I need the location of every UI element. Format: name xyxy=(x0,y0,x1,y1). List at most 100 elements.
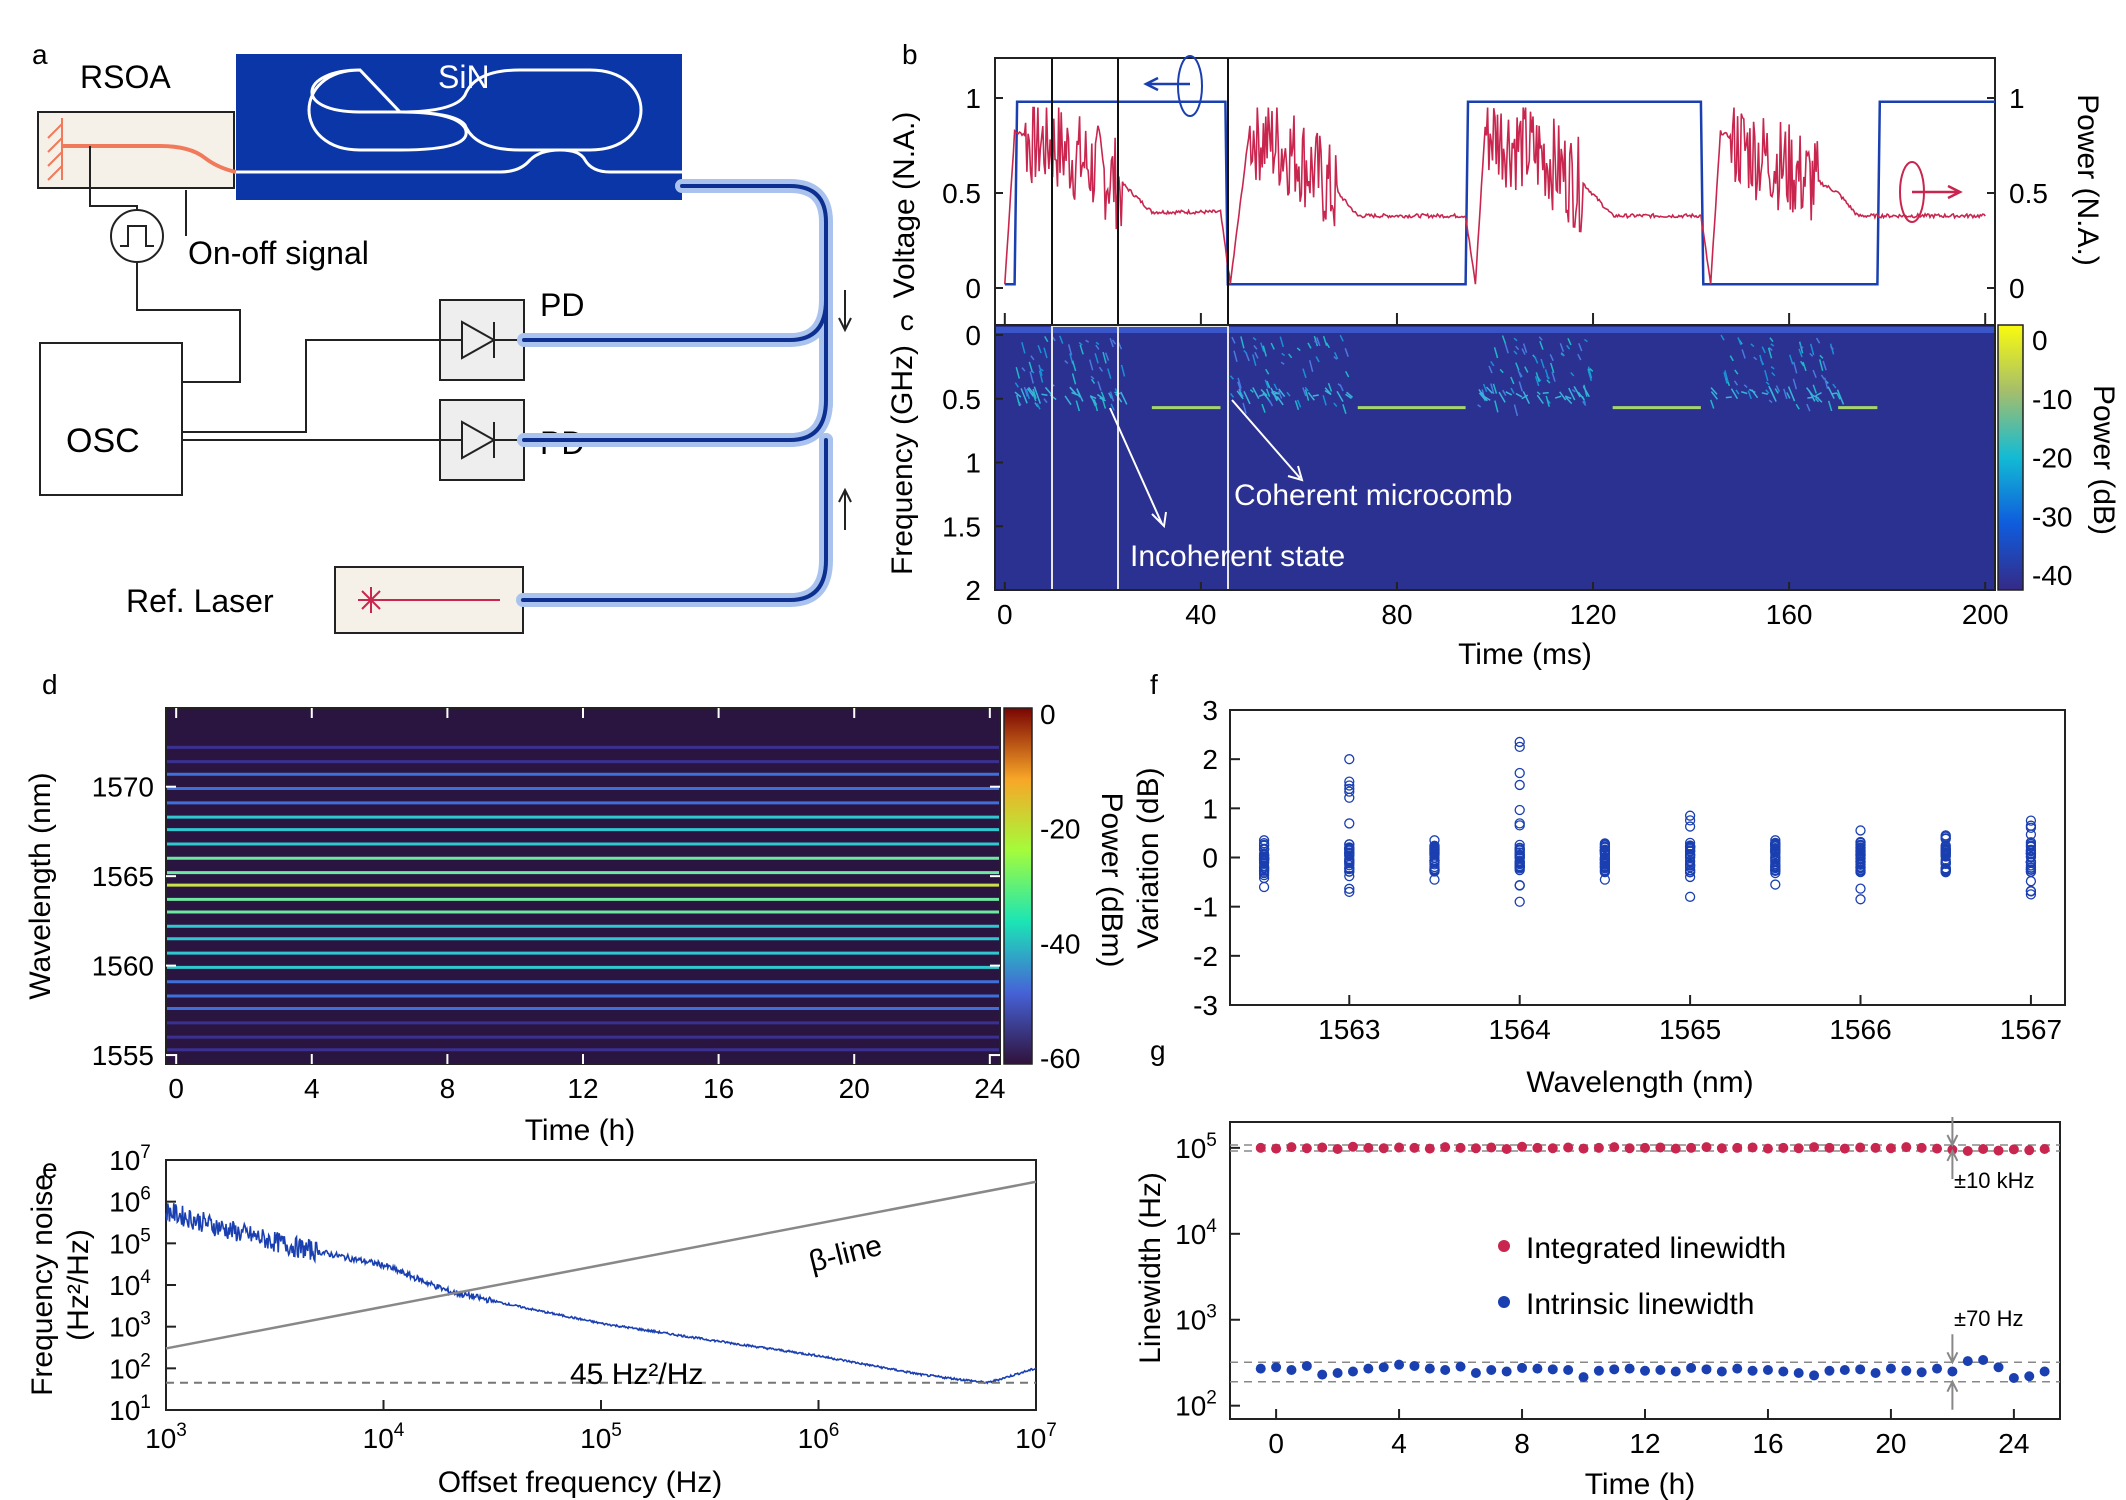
noise-mark xyxy=(1741,349,1746,359)
variation-point xyxy=(1429,865,1440,877)
integrated-linewidth-point xyxy=(1255,1142,1266,1153)
integrated-linewidth-point xyxy=(1670,1143,1681,1154)
intrinsic-linewidth-point xyxy=(1332,1368,1343,1379)
noise-mark xyxy=(1710,387,1718,395)
rsoa-gain-waveguide xyxy=(62,144,237,174)
noise-mark xyxy=(1522,343,1528,353)
noise-mark xyxy=(1109,338,1114,348)
integrated-linewidth-point xyxy=(1609,1142,1620,1153)
xtick-label: 104 xyxy=(363,1420,405,1454)
noise-mark xyxy=(1577,391,1585,401)
intrinsic-linewidth-point xyxy=(1317,1369,1328,1380)
intrinsic-linewidth-point xyxy=(1701,1364,1712,1375)
noise-mark xyxy=(1021,367,1026,372)
noise-mark xyxy=(1032,388,1037,399)
noise-mark xyxy=(1812,394,1820,400)
variation-point xyxy=(1429,840,1440,852)
noise-mark xyxy=(1029,371,1034,384)
integrated-linewidth-point xyxy=(1855,1142,1866,1153)
panel-f-xlabel: Wavelength (nm) xyxy=(1526,1066,1753,1099)
noise-mark xyxy=(1231,336,1236,344)
panel-a: a SiN RSOA On-off signal OSC xyxy=(32,39,852,634)
noise-mark xyxy=(1085,339,1090,343)
intrinsic-linewidth-point xyxy=(1870,1368,1881,1379)
noise-mark xyxy=(1767,347,1773,359)
noise-mark xyxy=(1043,398,1048,404)
panel-f-yticks: 3 2 1 0 -1 -2 -3 xyxy=(1193,695,1240,1021)
integrated-linewidth-point xyxy=(1640,1142,1650,1153)
intrinsic-linewidth-point xyxy=(2024,1371,2035,1382)
intrinsic-linewidth-point xyxy=(1916,1367,1927,1378)
oscilloscope-box xyxy=(39,342,183,496)
noise-mark xyxy=(1515,392,1523,398)
noise-mark xyxy=(1264,379,1269,389)
noise-mark xyxy=(1344,370,1350,378)
noise-mark xyxy=(1095,344,1100,350)
noise-mark xyxy=(1743,384,1748,389)
ytick-label: 101 xyxy=(109,1392,151,1426)
rsoa-mirror xyxy=(47,118,63,181)
variation-point xyxy=(1599,854,1611,866)
noise-mark xyxy=(1783,388,1788,400)
noise-mark xyxy=(1322,395,1327,406)
legend-marker-intrinsic xyxy=(1498,1296,1510,1308)
noise-mark xyxy=(1554,395,1562,399)
noise-mark xyxy=(1505,391,1513,396)
ytick-label: -2 xyxy=(1193,941,1218,972)
variation-point xyxy=(1429,844,1440,855)
noise-mark xyxy=(1771,372,1776,377)
integrated-linewidth-point xyxy=(1778,1142,1789,1153)
noise-mark xyxy=(1322,335,1328,347)
noise-mark xyxy=(1818,359,1824,372)
integrated-linewidth-point xyxy=(1363,1142,1374,1153)
integrated-linewidth-point xyxy=(1378,1143,1389,1154)
variation-point xyxy=(1855,849,1866,861)
ytick-label: 103 xyxy=(109,1309,151,1343)
osc-label: OSC xyxy=(66,422,140,460)
xtick-label: 24 xyxy=(974,1073,1005,1104)
panel-b-time-windows xyxy=(1051,58,1229,325)
noise-mark xyxy=(1033,386,1042,404)
noise-mark xyxy=(1262,345,1267,357)
panel-d-xticks: 0 4 8 12 16 20 24 xyxy=(168,708,1005,1104)
variation-point xyxy=(1514,839,1525,851)
noise-mark xyxy=(1750,389,1759,399)
noise-mark xyxy=(1334,352,1339,360)
rsoa-chip xyxy=(37,111,235,189)
variation-point xyxy=(1684,848,1696,860)
ytick-label: -3 xyxy=(1193,990,1218,1021)
integrated-linewidth-point xyxy=(1793,1143,1804,1154)
noise-mark xyxy=(1044,336,1049,343)
ytick-label: -1 xyxy=(1193,892,1218,923)
variation-point xyxy=(1940,850,1951,861)
noise-mark xyxy=(1485,386,1493,394)
integrated-linewidth-point xyxy=(1747,1142,1758,1153)
xtick-label: 80 xyxy=(1381,599,1412,630)
intrinsic-linewidth-point xyxy=(1839,1365,1850,1376)
legend-intrinsic: Intrinsic linewidth xyxy=(1526,1288,1754,1321)
noise-mark xyxy=(1836,389,1845,405)
cbar-tick-label: -30 xyxy=(2032,501,2072,532)
noise-mark xyxy=(1549,354,1554,362)
variation-point xyxy=(1684,891,1696,902)
ytick-label: 0 xyxy=(965,320,981,351)
integrated-linewidth-point xyxy=(1932,1143,1943,1154)
noise-mark xyxy=(1535,372,1541,383)
noise-mark xyxy=(1815,337,1821,344)
noise-mark xyxy=(1549,362,1555,373)
noise-mark xyxy=(1111,339,1117,345)
intrinsic-linewidth-point xyxy=(1809,1370,1820,1381)
panel-c-frame xyxy=(994,324,1996,591)
integrated-linewidth-point xyxy=(1655,1142,1666,1153)
variation-point xyxy=(1344,857,1355,868)
noise-mark xyxy=(1753,356,1758,361)
noise-mark xyxy=(1770,366,1775,370)
integrated-linewidth-point xyxy=(1532,1142,1543,1153)
noise-mark xyxy=(1104,352,1110,361)
panel-d-yticks: 1555 1560 1565 1570 xyxy=(92,772,1000,1071)
panel-f: f 3 2 1 0 -1 -2 -3 1563 1564 1565 1566 1567 Variat… xyxy=(1132,669,2066,1099)
panel-b-traces xyxy=(1004,100,1995,286)
variation-point xyxy=(1258,838,1270,849)
noise-mark xyxy=(1014,391,1022,398)
ytick-label: 1 xyxy=(1202,793,1218,824)
